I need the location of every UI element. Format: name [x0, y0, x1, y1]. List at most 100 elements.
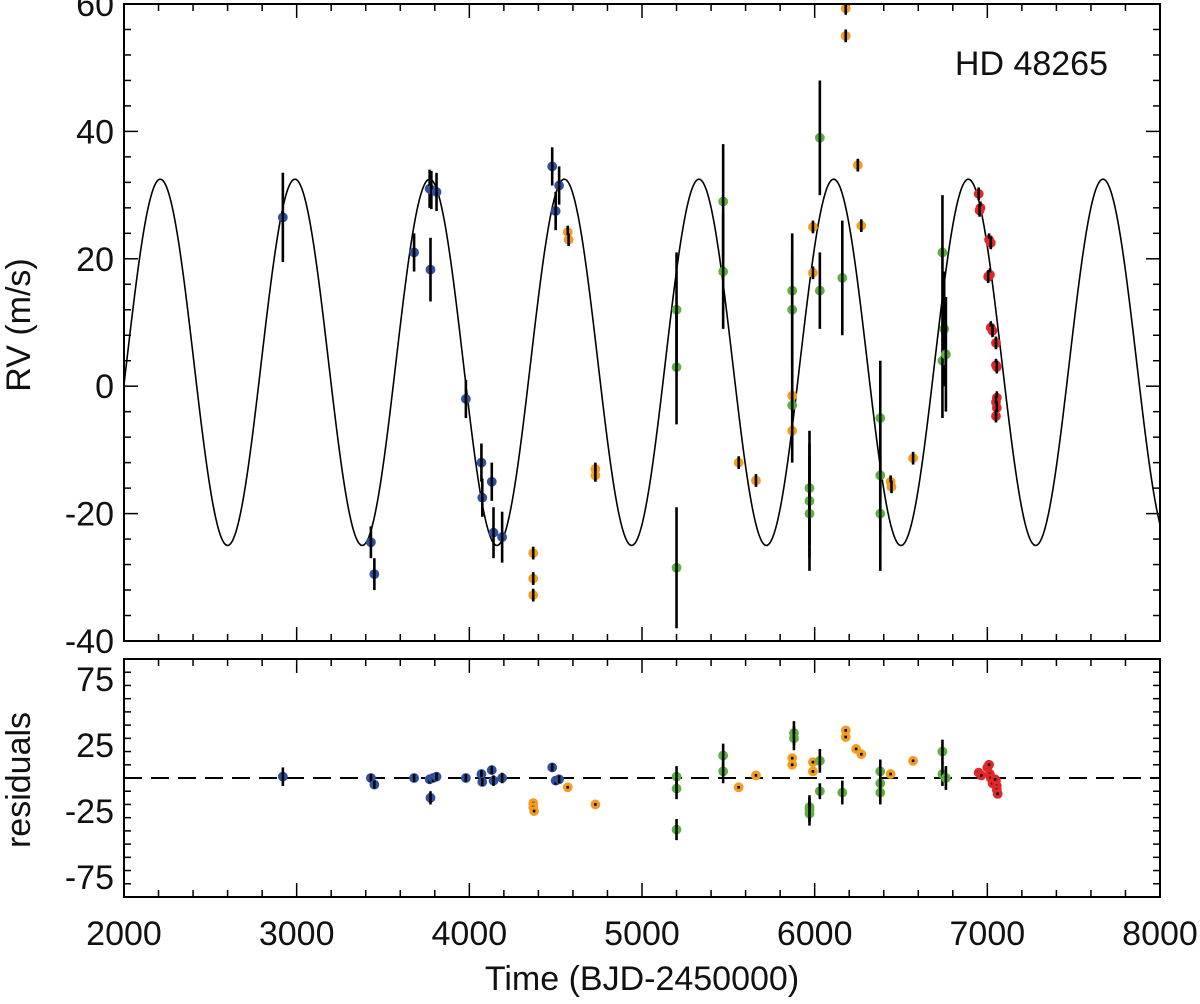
- time-xlabel: Time (BJD-2450000): [485, 960, 799, 998]
- data-point: [991, 409, 1001, 423]
- data-point: [984, 759, 994, 770]
- data-point: [885, 769, 896, 779]
- data-point: [563, 233, 574, 247]
- data-point: [733, 456, 744, 470]
- data-point: [840, 3, 851, 15]
- data-point: [460, 379, 471, 419]
- data-point: [477, 777, 488, 787]
- residuals-axis-ticks: [123, 658, 1161, 898]
- data-point: [991, 336, 1001, 350]
- data-point: [554, 774, 565, 785]
- data-point: [973, 187, 984, 201]
- data-point: [908, 451, 918, 465]
- data-point: [425, 791, 436, 805]
- data-point: [974, 204, 985, 217]
- data-point: [718, 759, 729, 784]
- data-point: [985, 236, 996, 250]
- xtick-label: 7000: [950, 915, 1026, 953]
- data-point: [547, 147, 558, 186]
- data-point: [840, 732, 851, 742]
- data-point: [814, 748, 825, 773]
- ytick-label: -40: [65, 623, 114, 661]
- data-point: [814, 252, 825, 329]
- data-point: [550, 191, 561, 231]
- data-point: [856, 749, 867, 760]
- data-point: [837, 780, 848, 805]
- data-point: [983, 270, 994, 284]
- xtick-label: 4000: [432, 915, 508, 953]
- data-point: [547, 762, 558, 773]
- data-point: [937, 739, 948, 764]
- data-point: [992, 788, 1003, 799]
- data-point: [476, 769, 487, 779]
- data-point: [431, 172, 442, 212]
- data-point: [856, 219, 867, 233]
- data-point: [497, 772, 508, 784]
- data-point: [787, 347, 798, 463]
- data-point: [808, 266, 818, 280]
- data-point: [852, 158, 863, 172]
- data-point: [488, 507, 499, 559]
- data-point: [486, 462, 497, 501]
- data-point: [366, 526, 376, 559]
- data-point: [804, 456, 815, 571]
- data-point: [528, 546, 539, 560]
- data-point: [460, 773, 471, 783]
- rv-panel: -40 -20 0 20 40 60 HD 48265 RV (m/s): [0, 0, 1161, 661]
- ytick-label: 40: [76, 113, 114, 151]
- data-point: [488, 775, 499, 786]
- ytick-label: -75: [65, 859, 114, 897]
- data-point: [987, 324, 998, 338]
- data-point: [277, 767, 288, 786]
- data-point: [814, 783, 825, 800]
- data-point: [409, 233, 419, 272]
- data-point: [940, 766, 951, 790]
- data-point: [990, 774, 1001, 785]
- rv-ylabel: RV (m/s): [0, 258, 38, 391]
- data-point: [671, 507, 682, 629]
- data-point: [476, 443, 487, 482]
- data-point: [671, 309, 682, 425]
- ytick-label: -20: [65, 496, 114, 534]
- rv-model-curve: [123, 178, 1161, 547]
- ytick-label: 0: [95, 368, 114, 406]
- xtick-label: 3000: [259, 915, 335, 953]
- model-curve: [123, 178, 1161, 547]
- data-point: [808, 220, 818, 234]
- data-point: [497, 511, 508, 563]
- ytick-label: 20: [76, 241, 114, 279]
- data-point: [528, 572, 539, 585]
- data-point: [875, 456, 886, 571]
- rv-data-points: [277, 3, 1002, 629]
- data-point: [939, 271, 950, 387]
- xtick-label: 5000: [604, 915, 680, 953]
- residuals-ytick-labels: -75 -25 25 75: [65, 661, 114, 897]
- residuals-plot-frame: [123, 658, 1161, 898]
- data-point: [369, 558, 380, 591]
- ytick-label: 25: [76, 727, 114, 765]
- data-point: [940, 297, 951, 412]
- xtick-label: 8000: [1122, 915, 1198, 953]
- star-label: HD 48265: [955, 45, 1108, 83]
- data-point: [590, 799, 601, 810]
- data-point: [875, 780, 886, 805]
- data-point: [529, 806, 539, 816]
- data-point: [937, 195, 948, 310]
- xtick-label: 2000: [86, 915, 162, 953]
- ytick-label: 75: [76, 661, 114, 699]
- residuals-data-points: [277, 721, 1003, 841]
- data-point: [886, 480, 897, 494]
- data-point: [562, 782, 573, 793]
- data-point: [733, 782, 744, 793]
- data-point: [671, 778, 682, 800]
- data-point: [425, 237, 436, 302]
- data-point: [976, 770, 987, 781]
- residuals-xtick-labels: 2000 3000 4000 5000 6000 7000 8000: [86, 915, 1198, 953]
- data-point: [840, 29, 851, 43]
- data-point: [671, 818, 682, 841]
- data-point: [528, 588, 539, 602]
- data-point: [787, 759, 798, 770]
- data-point: [477, 478, 488, 517]
- data-point: [369, 779, 380, 790]
